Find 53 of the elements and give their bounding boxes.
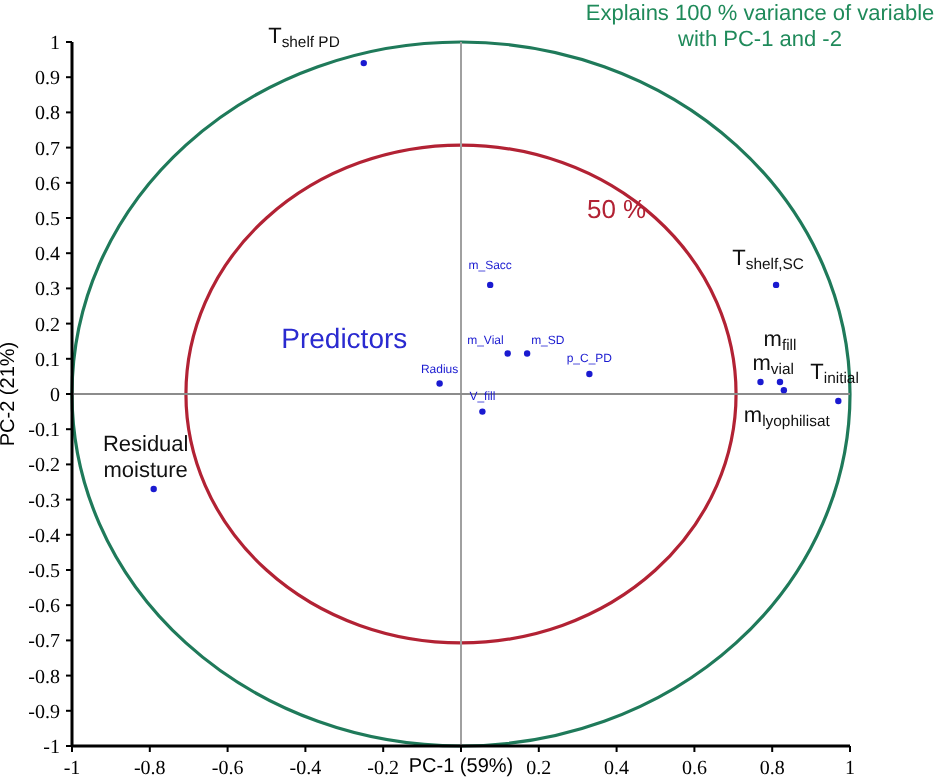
- point: [486, 281, 494, 289]
- y-tick-label: 0.9: [35, 68, 60, 91]
- y-tick-label: -0.2: [28, 455, 60, 478]
- point: [436, 380, 443, 387]
- y-tick-label: -0.9: [28, 701, 60, 724]
- point: [523, 350, 531, 357]
- y-tick-label: 1: [50, 33, 60, 55]
- x-tick-label: 1: [845, 758, 855, 780]
- y-tick-label: 0: [50, 385, 60, 407]
- y-axis-title: PC-2 (21%): [0, 341, 20, 447]
- point: [360, 59, 367, 67]
- y-tick-label: -0.4: [28, 525, 60, 548]
- y-tick-label: -0.5: [28, 561, 60, 583]
- x-tick-label: -0.4: [289, 758, 322, 780]
- y-tick-label: -0.1: [28, 420, 60, 443]
- y-tick-label: 0.7: [35, 138, 60, 161]
- x-tick-label: 0.8: [759, 758, 785, 780]
- point: [586, 370, 593, 378]
- y-tick-label: -0.8: [28, 666, 60, 689]
- point: [150, 485, 157, 493]
- y-tick-label: 0.4: [35, 244, 60, 267]
- y-tick-label: -0.6: [28, 596, 60, 619]
- point: [504, 350, 511, 357]
- y-tick-label: 0.3: [35, 279, 60, 302]
- y-tick-label: -0.3: [28, 490, 60, 513]
- annotation: Predictors: [281, 322, 408, 355]
- point: [757, 378, 764, 386]
- y-tick-label: 0.5: [35, 209, 60, 231]
- data-label: m$_{fill}$: [763, 328, 797, 355]
- data-label: m$_{lyophilisat}$: [743, 404, 832, 431]
- data-label: Residual moisture: [102, 432, 189, 484]
- x-tick-label: 0.4: [604, 758, 630, 780]
- y-tick-label: 0.8: [35, 103, 60, 126]
- x-tick-label: 0.6: [681, 758, 707, 780]
- y-tick-label: 0.6: [35, 173, 60, 196]
- x-tick-label: -0.8: [133, 758, 166, 780]
- x-tick-label: -0.2: [367, 758, 400, 780]
- x-axis-title: PC-1 (59%): [408, 756, 514, 778]
- y-tick-label: -0.7: [28, 631, 60, 654]
- data-label: T$_{shelf PD}$: [268, 25, 341, 52]
- point: [780, 386, 788, 394]
- y-tick-label: 0.2: [35, 314, 60, 337]
- chart-title: Explains 100 % variance of variable with PC-1 and -2: [585, 2, 935, 52]
- y-tick-label: -1: [43, 737, 60, 759]
- data-label: T$_{shelf,SC}$: [732, 246, 805, 273]
- point: [479, 408, 486, 415]
- point: [776, 378, 784, 386]
- data-label: m$_{vial}$: [752, 352, 795, 379]
- x-tick-label: 0.2: [526, 758, 552, 780]
- point: [772, 281, 780, 289]
- point: [835, 397, 842, 405]
- y-tick-label: 0.1: [35, 349, 60, 372]
- x-tick-label: -0.6: [211, 758, 244, 780]
